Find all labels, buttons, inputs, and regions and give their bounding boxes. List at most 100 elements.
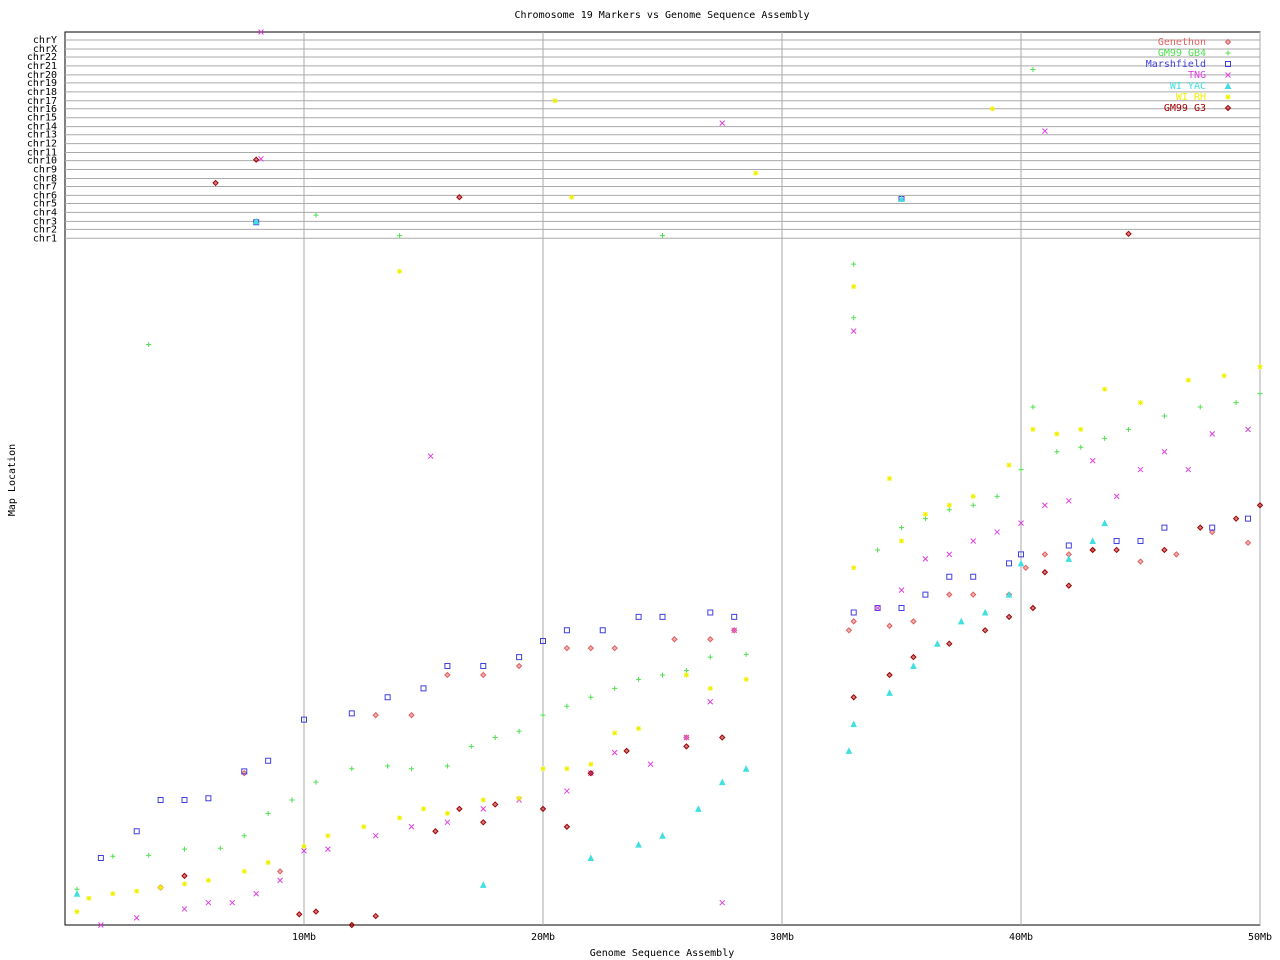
- y-tick-label: chr15: [27, 113, 57, 124]
- data-point: [647, 761, 654, 768]
- data-point: [427, 453, 434, 460]
- data-point: [444, 810, 450, 816]
- data-point: [491, 801, 499, 808]
- data-point: [1102, 386, 1108, 392]
- data-point: [1221, 373, 1227, 379]
- data-point: [635, 613, 642, 620]
- data-point: [313, 212, 319, 218]
- data-point: [707, 698, 714, 705]
- data-point: [707, 654, 713, 660]
- data-point: [241, 868, 247, 874]
- legend-label: WI YAC: [1170, 81, 1206, 92]
- data-point: [886, 622, 893, 630]
- data-point: [946, 507, 952, 513]
- data-point: [1041, 569, 1049, 576]
- data-point: [1089, 537, 1097, 545]
- data-point: [898, 604, 905, 611]
- data-point: [516, 795, 522, 801]
- data-point: [707, 685, 713, 691]
- data-point: [349, 766, 355, 772]
- data-point: [1022, 564, 1029, 572]
- data-point: [1256, 502, 1264, 509]
- data-point: [1232, 515, 1240, 522]
- data-point: [539, 805, 547, 813]
- data-point: [421, 806, 426, 812]
- y-tick-label: chrX: [33, 44, 57, 55]
- data-point: [683, 672, 689, 678]
- legend-marker: [1224, 82, 1232, 89]
- data-point: [1137, 558, 1144, 565]
- data-point: [1113, 546, 1120, 554]
- data-point: [444, 671, 451, 679]
- data-point: [1161, 448, 1168, 455]
- data-point: [611, 749, 618, 756]
- data-point: [671, 636, 678, 643]
- data-point: [217, 845, 223, 851]
- data-point: [683, 743, 690, 750]
- data-point: [898, 587, 905, 593]
- data-point: [516, 654, 523, 661]
- data-point: [444, 819, 451, 826]
- data-point: [994, 529, 1000, 535]
- data-point: [409, 766, 415, 772]
- data-point: [946, 573, 953, 580]
- y-tick-label: chr3: [33, 216, 57, 227]
- data-point: [408, 823, 415, 830]
- data-point: [480, 819, 487, 826]
- data-point: [158, 884, 164, 890]
- y-tick-label: chr12: [27, 139, 57, 150]
- data-point: [886, 671, 893, 679]
- data-point: [875, 547, 881, 553]
- legend-label: WI RH: [1176, 92, 1206, 103]
- data-point: [695, 805, 702, 812]
- data-point: [1017, 559, 1025, 567]
- data-point: [540, 638, 546, 645]
- data-point: [1197, 404, 1203, 410]
- y-tick-label: chr2: [33, 224, 57, 235]
- x-axis-label: Genome Sequence Assembly: [590, 948, 735, 959]
- data-point: [289, 797, 295, 803]
- data-point: [612, 730, 618, 736]
- data-point: [850, 328, 857, 335]
- data-point: [444, 663, 451, 670]
- data-point: [718, 778, 726, 786]
- data-point: [731, 613, 738, 620]
- data-point: [1244, 539, 1252, 547]
- data-point: [719, 734, 726, 741]
- data-point: [480, 671, 487, 679]
- data-point: [1257, 364, 1263, 370]
- data-point: [850, 618, 857, 625]
- data-point: [253, 890, 260, 897]
- data-point: [563, 823, 571, 830]
- data-point: [384, 694, 391, 701]
- data-point: [229, 899, 236, 906]
- legend-marker: [1225, 72, 1231, 78]
- data-point: [1065, 555, 1073, 562]
- data-point: [946, 551, 953, 558]
- data-point: [922, 556, 929, 562]
- data-point: [683, 667, 689, 673]
- data-point: [851, 261, 857, 267]
- data-point: [1125, 230, 1132, 238]
- data-point: [970, 493, 976, 499]
- data-point: [1078, 444, 1084, 450]
- y-tick-label: chr5: [33, 198, 57, 209]
- data-point: [86, 895, 92, 901]
- data-point: [301, 848, 307, 854]
- data-point: [1042, 502, 1048, 509]
- data-point: [258, 29, 264, 35]
- plot-frame: [64, 31, 1261, 926]
- data-point: [898, 195, 905, 202]
- data-point: [74, 909, 80, 915]
- legend-label: GM99 GB4: [1158, 48, 1206, 59]
- data-point: [73, 890, 81, 897]
- data-point: [1138, 400, 1143, 406]
- data-point: [1030, 404, 1036, 410]
- data-point: [480, 806, 487, 812]
- series: [97, 29, 1251, 928]
- y-tick-label: chr1: [33, 233, 57, 244]
- y-tick-label: chr7: [33, 181, 57, 192]
- data-point: [265, 859, 271, 865]
- data-point: [492, 734, 498, 740]
